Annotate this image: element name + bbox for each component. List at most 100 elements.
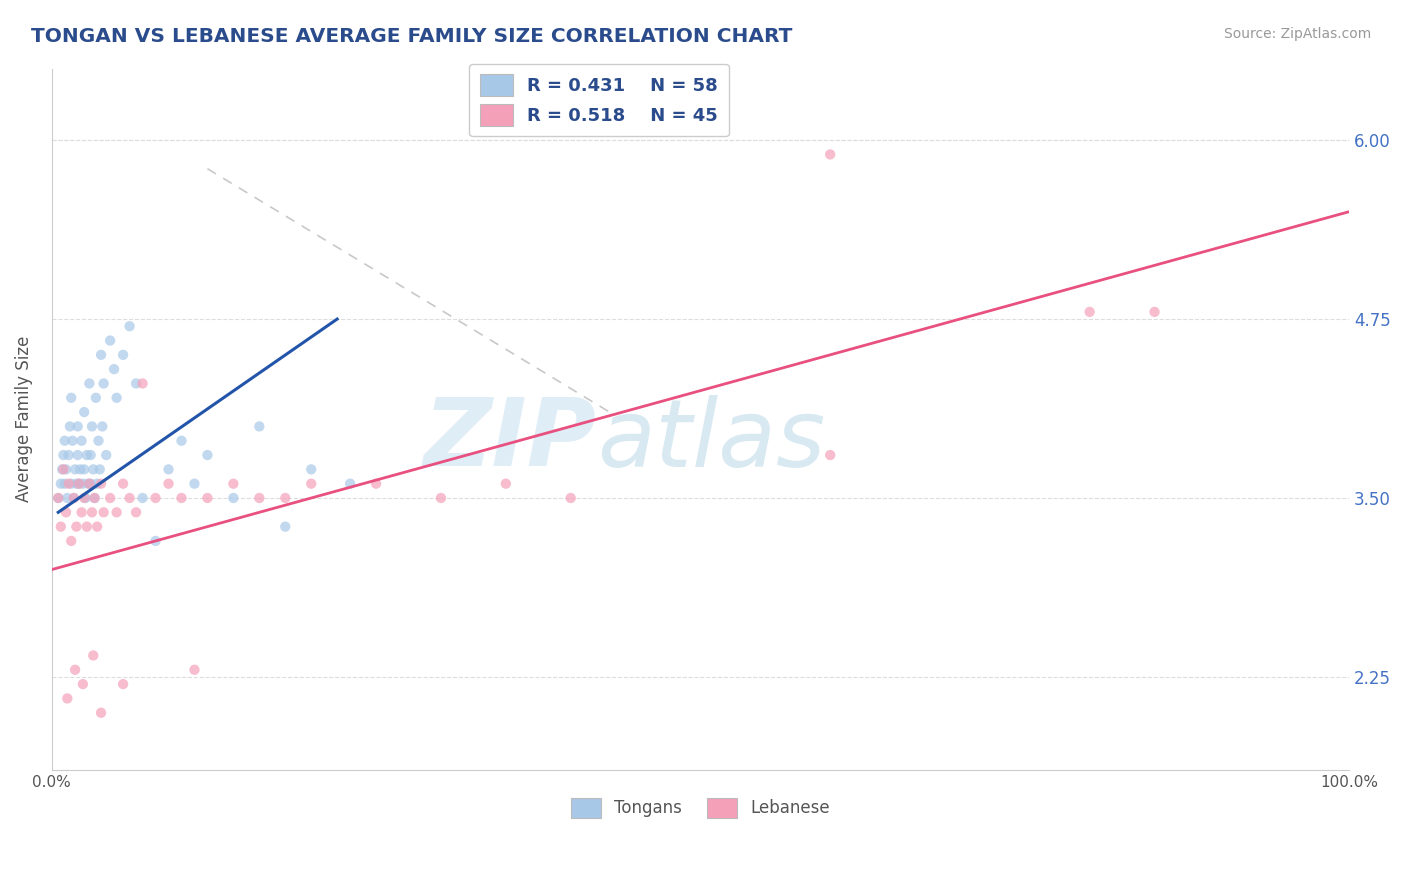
Point bbox=[59, 419, 82, 434]
Point bbox=[51, 462, 73, 476]
Point bbox=[76, 519, 98, 533]
Point bbox=[299, 462, 322, 476]
Point bbox=[73, 405, 96, 419]
Point bbox=[145, 491, 167, 505]
Point bbox=[56, 491, 79, 505]
Y-axis label: Average Family Size: Average Family Size bbox=[15, 336, 32, 502]
Point bbox=[222, 491, 245, 505]
Point bbox=[67, 476, 90, 491]
Point bbox=[112, 677, 135, 691]
Point bbox=[55, 505, 77, 519]
Point bbox=[560, 491, 582, 505]
Point bbox=[96, 448, 118, 462]
Point bbox=[90, 706, 112, 720]
Point bbox=[197, 491, 219, 505]
Point bbox=[103, 362, 125, 376]
Point bbox=[58, 448, 80, 462]
Point bbox=[89, 462, 111, 476]
Point bbox=[98, 334, 121, 348]
Point bbox=[83, 491, 105, 505]
Point bbox=[247, 419, 270, 434]
Point bbox=[197, 448, 219, 462]
Text: atlas: atlas bbox=[596, 395, 825, 486]
Point bbox=[73, 491, 96, 505]
Point bbox=[105, 391, 128, 405]
Point bbox=[98, 491, 121, 505]
Point bbox=[60, 476, 83, 491]
Point bbox=[63, 663, 86, 677]
Point bbox=[818, 448, 841, 462]
Point bbox=[82, 462, 104, 476]
Point bbox=[183, 663, 205, 677]
Point bbox=[299, 476, 322, 491]
Point bbox=[105, 505, 128, 519]
Point bbox=[49, 476, 72, 491]
Point bbox=[69, 462, 91, 476]
Point bbox=[62, 491, 84, 505]
Point bbox=[157, 462, 180, 476]
Point bbox=[93, 376, 115, 391]
Point bbox=[90, 348, 112, 362]
Point bbox=[72, 476, 94, 491]
Point bbox=[46, 491, 69, 505]
Point bbox=[1143, 305, 1166, 319]
Point bbox=[247, 491, 270, 505]
Text: TONGAN VS LEBANESE AVERAGE FAMILY SIZE CORRELATION CHART: TONGAN VS LEBANESE AVERAGE FAMILY SIZE C… bbox=[31, 27, 793, 45]
Point bbox=[76, 448, 98, 462]
Point bbox=[818, 147, 841, 161]
Point bbox=[75, 491, 97, 505]
Point bbox=[82, 648, 104, 663]
Point bbox=[112, 476, 135, 491]
Point bbox=[183, 476, 205, 491]
Point bbox=[63, 462, 86, 476]
Point bbox=[46, 491, 69, 505]
Point bbox=[93, 505, 115, 519]
Point bbox=[62, 491, 84, 505]
Point bbox=[60, 533, 83, 548]
Point bbox=[339, 476, 361, 491]
Point bbox=[49, 519, 72, 533]
Point bbox=[66, 419, 89, 434]
Point bbox=[112, 348, 135, 362]
Point bbox=[170, 491, 193, 505]
Point bbox=[65, 519, 87, 533]
Point bbox=[125, 376, 148, 391]
Text: ZIP: ZIP bbox=[423, 394, 596, 486]
Point bbox=[131, 491, 153, 505]
Point bbox=[79, 476, 101, 491]
Point bbox=[83, 491, 105, 505]
Text: Source: ZipAtlas.com: Source: ZipAtlas.com bbox=[1223, 27, 1371, 41]
Point bbox=[53, 434, 76, 448]
Point bbox=[364, 476, 387, 491]
Point bbox=[80, 419, 103, 434]
Point bbox=[125, 505, 148, 519]
Point bbox=[274, 519, 297, 533]
Point bbox=[84, 391, 107, 405]
Point bbox=[52, 448, 75, 462]
Point bbox=[79, 476, 101, 491]
Point bbox=[53, 476, 76, 491]
Point bbox=[60, 391, 83, 405]
Point bbox=[58, 476, 80, 491]
Point bbox=[430, 491, 453, 505]
Point bbox=[62, 434, 84, 448]
Point bbox=[1078, 305, 1101, 319]
Point bbox=[70, 434, 93, 448]
Point bbox=[56, 691, 79, 706]
Point bbox=[52, 462, 75, 476]
Point bbox=[79, 376, 101, 391]
Point bbox=[86, 519, 108, 533]
Point bbox=[495, 476, 517, 491]
Point bbox=[131, 376, 153, 391]
Point bbox=[70, 505, 93, 519]
Point bbox=[73, 462, 96, 476]
Point bbox=[222, 476, 245, 491]
Point bbox=[157, 476, 180, 491]
Legend: Tongans, Lebanese: Tongans, Lebanese bbox=[564, 791, 837, 825]
Point bbox=[79, 448, 101, 462]
Point bbox=[145, 533, 167, 548]
Point bbox=[77, 476, 100, 491]
Point bbox=[87, 434, 110, 448]
Point bbox=[90, 476, 112, 491]
Point bbox=[65, 476, 87, 491]
